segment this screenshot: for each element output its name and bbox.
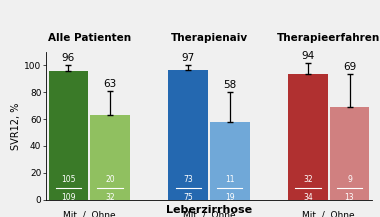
Text: Mit  /  Ohne: Mit / Ohne <box>183 210 235 217</box>
Text: 58: 58 <box>223 80 236 90</box>
Text: 32: 32 <box>303 174 313 184</box>
Text: 105: 105 <box>61 174 76 184</box>
Bar <box>49 71 88 200</box>
Text: 75: 75 <box>183 193 193 202</box>
Text: 97: 97 <box>182 53 195 64</box>
Text: Leberzirrhose: Leberzirrhose <box>166 205 252 215</box>
Y-axis label: SVR12, %: SVR12, % <box>11 102 21 150</box>
Text: 96: 96 <box>62 53 75 64</box>
Text: 69: 69 <box>343 62 356 72</box>
Text: Therapienaiv: Therapienaiv <box>171 33 247 43</box>
Text: 109: 109 <box>61 193 76 202</box>
Text: Therapieerfahren: Therapieerfahren <box>277 33 380 43</box>
Text: Mit  /  Ohne: Mit / Ohne <box>63 210 116 217</box>
Text: Alle Patienten: Alle Patienten <box>48 33 131 43</box>
Text: 19: 19 <box>225 193 234 202</box>
Text: Mit  /  Ohne: Mit / Ohne <box>302 210 355 217</box>
Bar <box>288 74 328 200</box>
Text: 34: 34 <box>303 193 313 202</box>
Bar <box>168 69 208 200</box>
Text: 32: 32 <box>105 193 115 202</box>
Text: 11: 11 <box>225 174 234 184</box>
Text: 13: 13 <box>345 193 354 202</box>
Bar <box>330 107 369 200</box>
Text: 94: 94 <box>301 51 315 61</box>
Text: 9: 9 <box>347 174 352 184</box>
Bar <box>210 122 250 200</box>
Text: 63: 63 <box>103 79 117 89</box>
Bar <box>90 115 130 200</box>
Text: 73: 73 <box>183 174 193 184</box>
Text: 20: 20 <box>105 174 115 184</box>
